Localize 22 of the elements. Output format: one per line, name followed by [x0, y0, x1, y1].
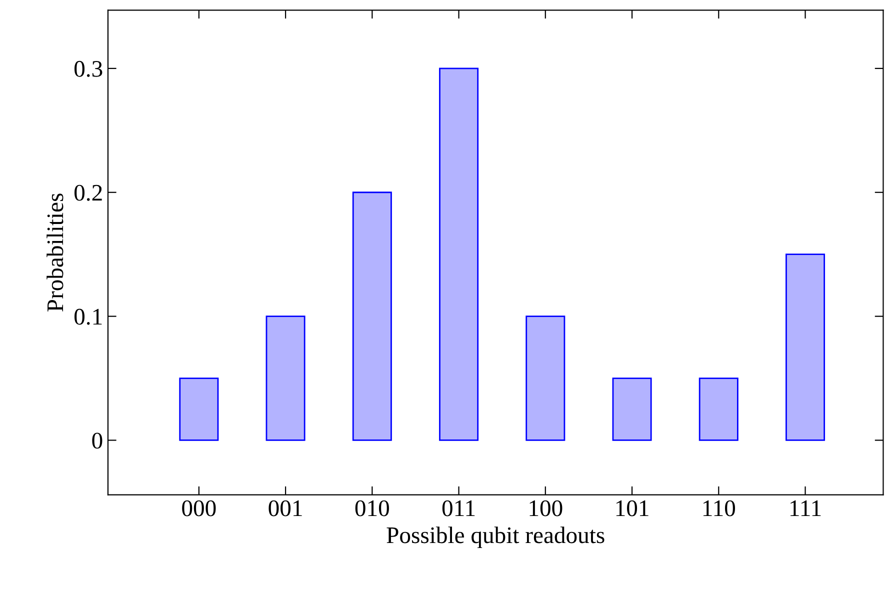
bar: [786, 254, 826, 441]
x-tick-label: 100: [530, 500, 562, 516]
bar: [612, 378, 652, 441]
x-tick-label: 011: [442, 500, 475, 516]
bar: [266, 316, 306, 441]
x-tick-label: 000: [182, 500, 216, 516]
x-tick-label: 111: [790, 500, 821, 516]
y-tick-label: 0.2: [74, 184, 102, 201]
y-tick-label: 0: [92, 432, 102, 449]
bar: [526, 316, 566, 441]
y-axis-title: Probabilities: [46, 194, 64, 312]
x-tick-label: 110: [703, 500, 736, 516]
x-tick-label: 001: [268, 500, 302, 516]
y-tick-label: 0.1: [74, 308, 102, 325]
x-tick-label: 010: [355, 500, 389, 516]
bar: [698, 378, 738, 441]
bar: [179, 378, 219, 441]
y-tick-label: 0.3: [74, 60, 102, 77]
bar: [352, 192, 392, 441]
bar: [439, 68, 479, 441]
x-axis-title: Possible qubit readouts: [386, 526, 604, 548]
x-tick-label: 101: [616, 500, 648, 516]
